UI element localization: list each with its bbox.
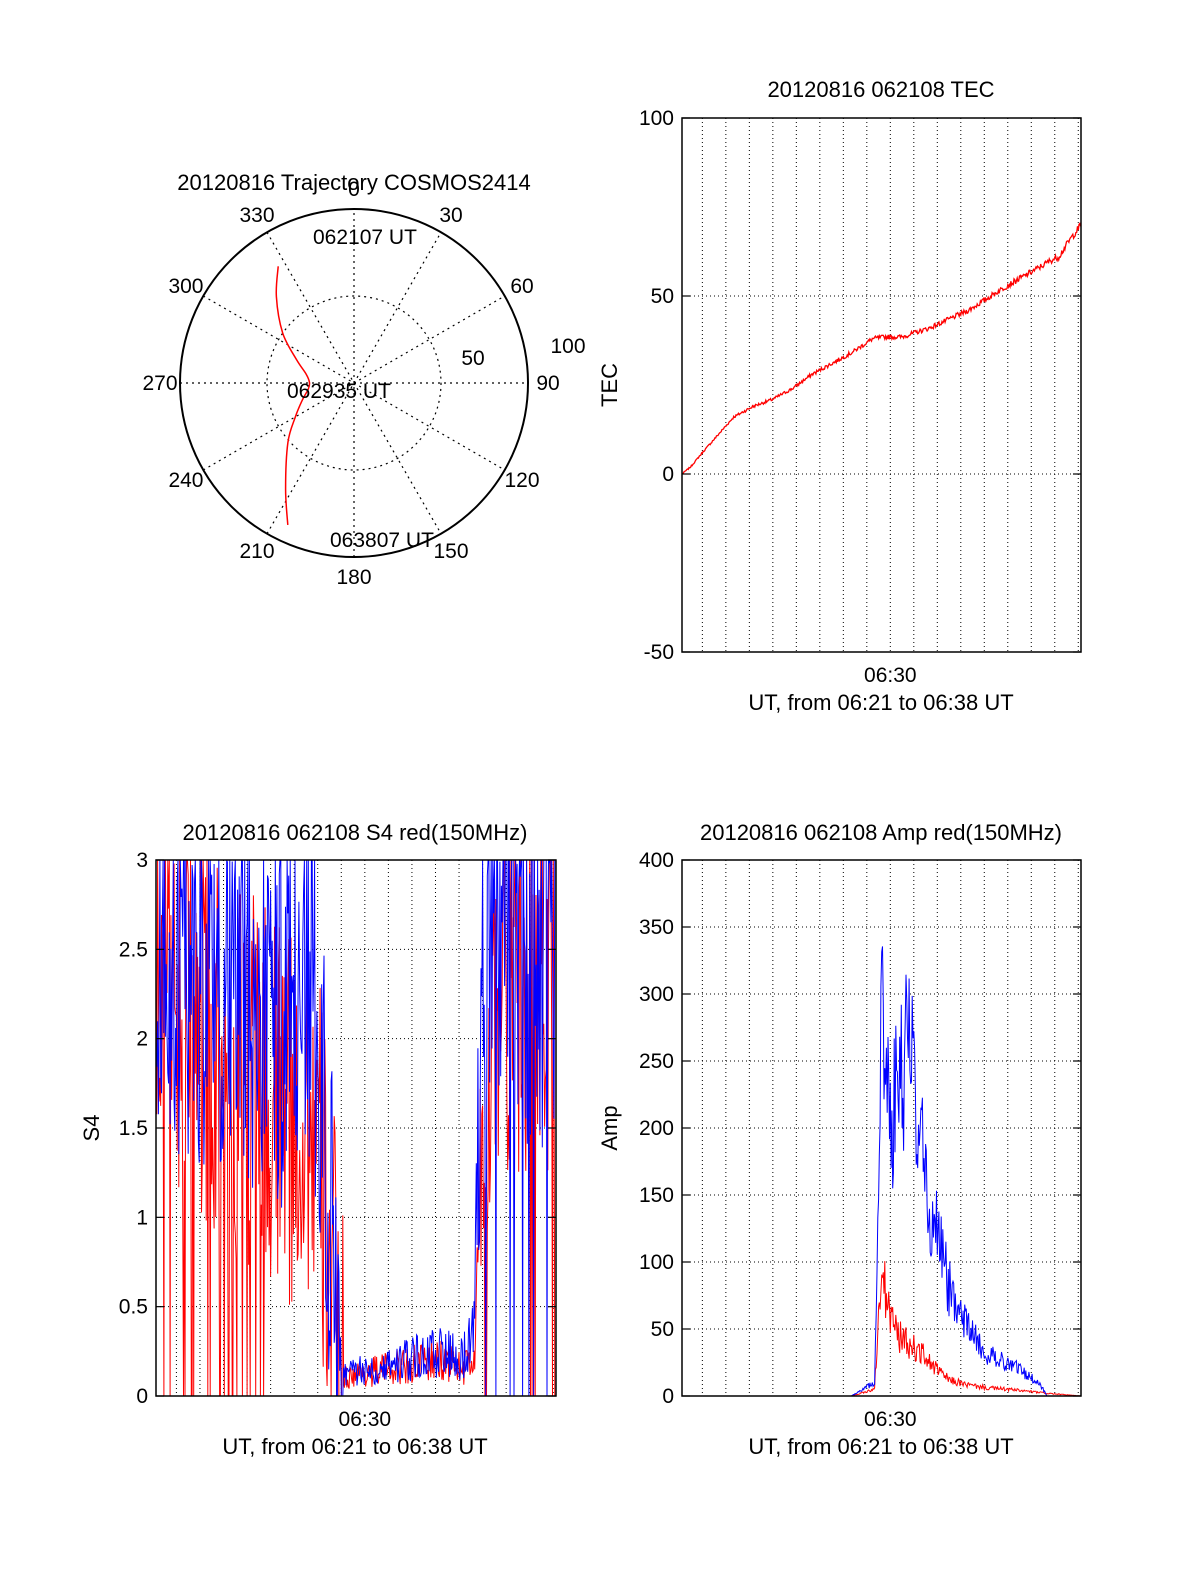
y-tick-label: 300 — [639, 983, 674, 1006]
polar-azimuth-label: 0 — [348, 178, 360, 201]
y-tick-label: 100 — [639, 107, 674, 130]
tec-x-tick-0630: 06:30 — [864, 664, 917, 687]
polar-azimuth-label: 270 — [142, 372, 177, 395]
trajectory-title: 20120816 Trajectory COSMOS2414 — [177, 170, 530, 195]
amp-plot-frame — [681, 859, 1082, 1397]
series-line — [681, 222, 1082, 475]
s4-x-axis-label: UT, from 06:21 to 06:38 UT — [222, 1434, 487, 1459]
polar-azimuth-label: 180 — [336, 566, 371, 589]
y-tick-label: 50 — [651, 285, 674, 308]
tec-plot-frame — [681, 117, 1082, 653]
polar-spoke — [266, 232, 442, 534]
amp-y-tick-labels: 0 50 100 150 200 250 300 350 400 — [639, 849, 1081, 1408]
y-tick-label: 250 — [639, 1050, 674, 1073]
y-tick-label: 150 — [639, 1184, 674, 1207]
polar-azimuth-label: 30 — [439, 204, 462, 227]
y-tick-label: 1 — [136, 1206, 148, 1229]
y-tick-label: 0 — [662, 463, 674, 486]
tec-x-axis-label: UT, from 06:21 to 06:38 UT — [748, 690, 1013, 715]
tec-series — [681, 222, 1082, 475]
tec-grid — [682, 118, 1081, 652]
polar-azimuth-label: 240 — [168, 469, 203, 492]
y-tick-label: 2 — [136, 1028, 148, 1051]
series-line — [682, 1261, 1081, 1397]
polar-azimuth-label: 90 — [536, 372, 559, 395]
y-tick-label: 3 — [136, 849, 148, 872]
trajectory-polar-chart: 20120816 Trajectory COSMOS2414 0 30 60 90 12… — [142, 170, 585, 589]
s4-title: 20120816 062108 S4 red(150MHz) — [183, 820, 528, 845]
y-tick-label: 1.5 — [119, 1117, 148, 1140]
trajectory-line — [275, 266, 311, 525]
amp-chart: 20120816 062108 Amp red(150MHz) 0 50 100 15… — [597, 820, 1082, 1459]
polar-azimuth-label: 150 — [433, 540, 468, 563]
y-tick-label: 0.5 — [119, 1296, 148, 1319]
polar-azimuth-labels: 0 30 60 90 120 150 180 210 240 270 300 330 — [142, 178, 559, 589]
amp-series — [682, 946, 1081, 1397]
y-tick-label: 0 — [136, 1385, 148, 1408]
y-tick-label: 350 — [639, 916, 674, 939]
y-tick-label: 0 — [662, 1385, 674, 1408]
amp-grid — [682, 860, 1081, 1396]
series-line — [155, 859, 556, 1397]
series-line — [682, 946, 1081, 1397]
tec-y-tick-labels: -50 0 50 100 — [639, 107, 1081, 664]
polar-radial-label-50: 50 — [461, 347, 484, 370]
s4-x-tick-0630: 06:30 — [339, 1408, 392, 1431]
polar-grid — [179, 208, 529, 558]
amp-x-tick-0630: 06:30 — [864, 1408, 917, 1431]
polar-azimuth-label: 300 — [168, 275, 203, 298]
y-tick-label: 400 — [639, 849, 674, 872]
tec-y-axis-label: TEC — [597, 363, 622, 407]
s4-series — [155, 859, 556, 1397]
amp-title: 20120816 062108 Amp red(150MHz) — [700, 820, 1062, 845]
s4-chart: 20120816 062108 S4 red(150MHz) 0 0.5 1 1.5 2… — [79, 820, 557, 1459]
polar-azimuth-label: 330 — [239, 204, 274, 227]
y-tick-label: 2.5 — [119, 938, 148, 961]
y-tick-label: -50 — [644, 641, 674, 664]
y-tick-label: 100 — [639, 1251, 674, 1274]
s4-y-axis-label: S4 — [79, 1115, 104, 1142]
tec-title: 20120816 062108 TEC — [767, 77, 994, 102]
polar-radial-label-100: 100 — [550, 335, 585, 358]
amp-x-axis-label: UT, from 06:21 to 06:38 UT — [748, 1434, 1013, 1459]
s4-y-tick-labels: 0 0.5 1 1.5 2 2.5 3 — [119, 849, 556, 1408]
trajectory-mid-label: 062935 UT — [287, 380, 391, 403]
series-line — [155, 859, 556, 1397]
y-tick-label: 50 — [651, 1318, 674, 1341]
trajectory-end-label: 063807 UT — [330, 529, 434, 552]
polar-azimuth-label: 60 — [510, 275, 533, 298]
polar-grid-circle — [266, 295, 442, 471]
tec-chart: 20120816 062108 TEC -50 0 50 100 06:30 UT, … — [597, 77, 1082, 715]
y-tick-label: 200 — [639, 1117, 674, 1140]
trajectory-start-label: 062107 UT — [313, 226, 417, 249]
amp-y-axis-label: Amp — [597, 1105, 622, 1150]
polar-azimuth-label: 210 — [239, 540, 274, 563]
polar-azimuth-label: 120 — [504, 469, 539, 492]
